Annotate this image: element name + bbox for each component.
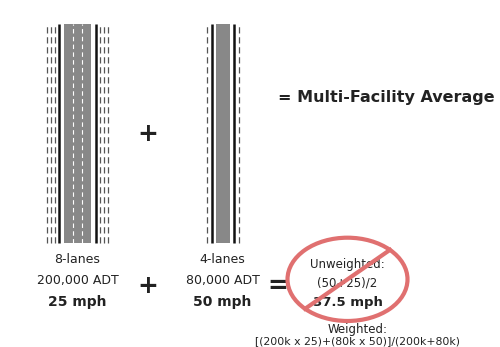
- Text: =: =: [267, 274, 288, 298]
- Text: 50 mph: 50 mph: [194, 295, 252, 309]
- Bar: [64, 24, 91, 243]
- Text: 8-lanes: 8-lanes: [54, 253, 100, 266]
- Text: 80,000 ADT: 80,000 ADT: [186, 274, 260, 287]
- Text: Unweighted:: Unweighted:: [310, 258, 385, 271]
- Text: 200,000 ADT: 200,000 ADT: [36, 274, 118, 287]
- Text: 37.5 mph: 37.5 mph: [312, 296, 382, 310]
- Text: Weighted:: Weighted:: [328, 323, 388, 336]
- Text: [(200k x 25)+(80k x 50)]/(200k+80k): [(200k x 25)+(80k x 50)]/(200k+80k): [255, 336, 460, 346]
- Text: (50+25)/2: (50+25)/2: [318, 276, 378, 289]
- Bar: [216, 24, 230, 243]
- Text: +: +: [137, 274, 158, 298]
- Text: 25 mph: 25 mph: [48, 295, 107, 309]
- Text: +: +: [137, 121, 158, 146]
- Text: = Multi-Facility Average: = Multi-Facility Average: [278, 90, 494, 105]
- Text: 4-lanes: 4-lanes: [200, 253, 246, 266]
